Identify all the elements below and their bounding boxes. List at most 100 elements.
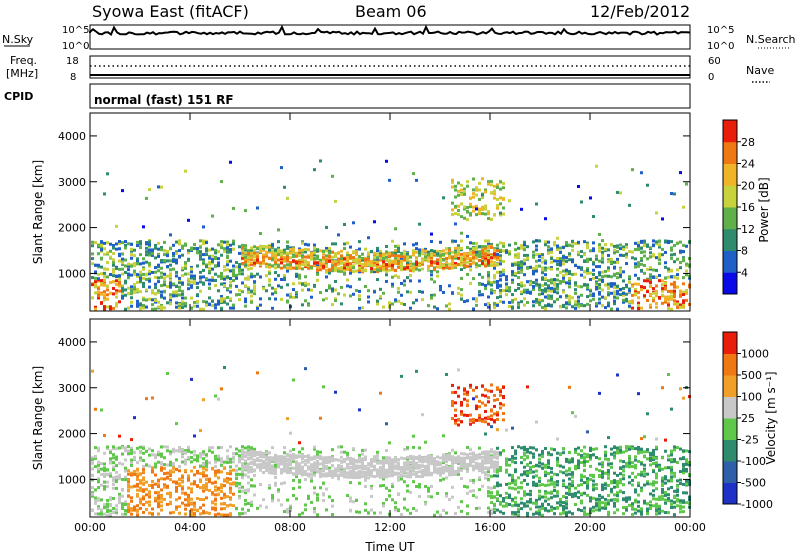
range-cell: [397, 260, 400, 264]
range-cell: [436, 461, 439, 465]
range-cell: [400, 293, 403, 297]
range-cell: [262, 287, 265, 291]
range-cell: [508, 243, 511, 247]
range-cell: [649, 305, 652, 309]
range-cell: [412, 464, 415, 468]
range-cell: [322, 251, 325, 255]
range-cell: [352, 475, 355, 479]
range-cell: [487, 305, 490, 309]
range-cell: [655, 302, 658, 306]
range-cell: [418, 263, 421, 267]
range-cell: [97, 285, 100, 289]
range-cell: [502, 212, 505, 216]
range-cell: [508, 250, 511, 254]
range-cell: [532, 255, 535, 259]
range-cell: [100, 467, 103, 471]
range-cell: [382, 469, 385, 473]
range-cell: [574, 283, 577, 287]
range-cell: [178, 288, 181, 292]
range-cell: [427, 456, 430, 460]
range-cell: [277, 253, 280, 257]
colorbar-tick-label: 8: [741, 245, 748, 258]
range-cell: [97, 467, 100, 471]
range-cell: [388, 467, 391, 471]
range-cell: [586, 246, 589, 250]
range-cell: [190, 280, 193, 284]
range-cell: [193, 508, 196, 512]
range-cell: [388, 457, 391, 461]
range-cell: [517, 261, 520, 265]
range-cell: [112, 268, 115, 272]
range-cell: [307, 303, 310, 307]
range-cell: [199, 254, 202, 258]
range-cell: [94, 241, 97, 245]
range-cell: [211, 260, 214, 264]
range-cell: [427, 458, 430, 462]
range-cell: [304, 250, 307, 254]
range-cell: [457, 252, 460, 256]
range-cell: [403, 279, 406, 283]
range-cell: [253, 447, 256, 451]
range-cell: [169, 272, 172, 276]
range-cell: [673, 302, 676, 306]
range-cell: [595, 285, 598, 289]
range-cell: [475, 263, 478, 267]
range-cell: [682, 304, 685, 308]
range-cell: [400, 263, 403, 267]
range-cell: [163, 253, 166, 257]
range-cell: [163, 290, 166, 294]
range-cell: [610, 261, 613, 265]
range-cell: [286, 240, 289, 244]
range-cell: [553, 259, 556, 263]
range-cell: [490, 288, 493, 292]
range-cell: [208, 488, 211, 492]
range-cell: [241, 448, 244, 452]
nave-tick-bottom: 0: [708, 72, 714, 83]
range-cell: [151, 270, 154, 274]
range-cell: [172, 254, 175, 258]
range-cell: [445, 476, 448, 480]
range-cell: [265, 451, 268, 455]
range-cell: [628, 203, 631, 207]
range-cell: [109, 509, 112, 513]
range-cell: [361, 258, 364, 262]
range-cell: [367, 476, 370, 480]
range-cell: [433, 470, 436, 474]
range-cell: [268, 456, 271, 460]
range-cell: [262, 452, 265, 456]
range-cell: [394, 505, 397, 509]
range-cell: [136, 493, 139, 497]
range-cell: [127, 262, 130, 266]
range-cell: [166, 463, 169, 467]
range-cell: [436, 455, 439, 459]
range-cell: [580, 304, 583, 308]
range-cell: [568, 276, 571, 280]
range-cell: [187, 251, 190, 255]
range-cell: [100, 265, 103, 269]
range-cell: [658, 273, 661, 277]
range-cell: [244, 491, 247, 495]
range-cell: [598, 301, 601, 305]
range-cell: [484, 256, 487, 260]
range-cell: [310, 479, 313, 483]
range-cell: [682, 300, 685, 304]
range-cell: [316, 462, 319, 466]
range-cell: [361, 448, 364, 452]
range-cell: [433, 267, 436, 271]
range-cell: [403, 253, 406, 257]
range-cell: [130, 471, 133, 475]
range-cell: [613, 299, 616, 303]
range-cell: [436, 253, 439, 257]
colorbar-swatch: [723, 250, 737, 273]
range-cell: [484, 254, 487, 258]
range-cell: [253, 251, 256, 255]
range-cell: [148, 500, 151, 504]
range-cell: [229, 472, 232, 476]
range-cell: [148, 447, 151, 451]
range-cell: [103, 485, 106, 489]
range-cell: [361, 252, 364, 256]
range-cell: [532, 270, 535, 274]
range-cell: [235, 293, 238, 297]
range-cell: [394, 466, 397, 470]
range-cell: [286, 465, 289, 469]
